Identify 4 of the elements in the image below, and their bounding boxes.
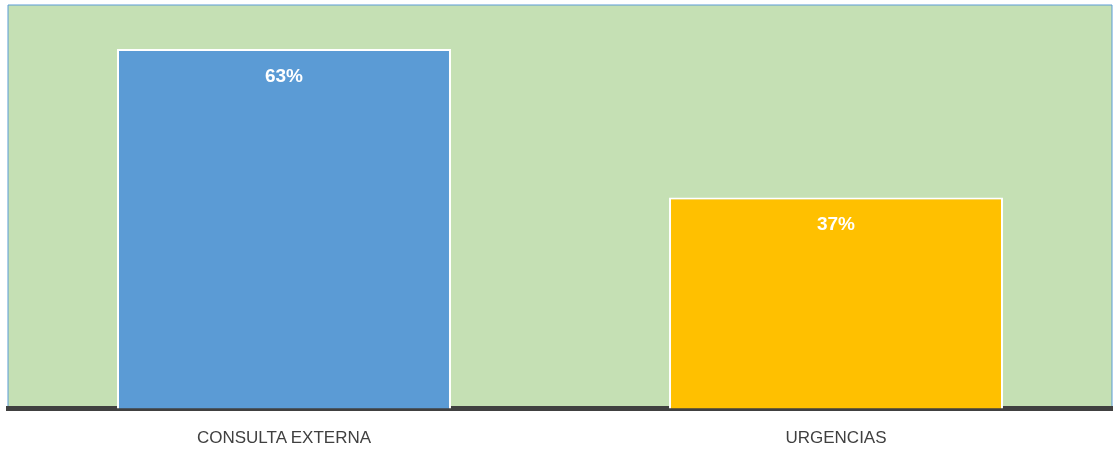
- data-label: 37%: [816, 213, 856, 235]
- x-tick-label: CONSULTA EXTERNA: [196, 428, 372, 448]
- data-label: 63%: [264, 64, 304, 86]
- x-tick-label: URGENCIAS: [785, 428, 887, 448]
